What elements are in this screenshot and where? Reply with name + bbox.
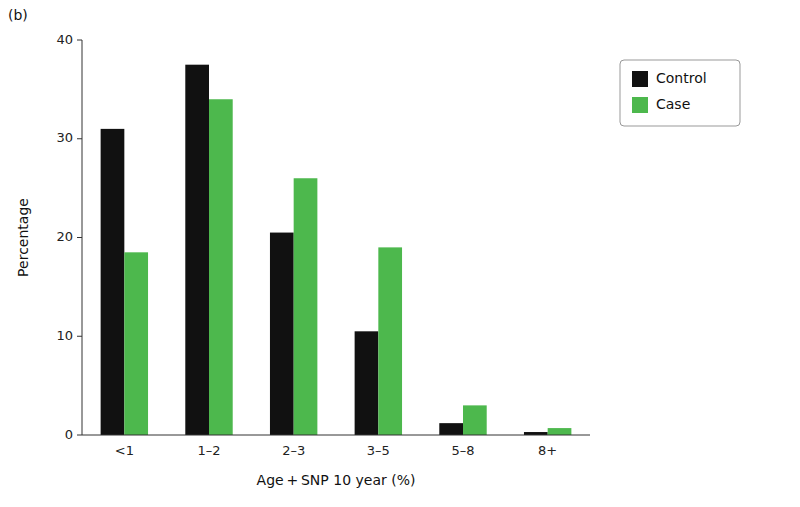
bars (101, 65, 572, 435)
bar (185, 65, 209, 435)
legend-swatch (632, 97, 648, 113)
bar (294, 178, 318, 435)
bar (355, 331, 379, 435)
figure-label: (b) (8, 7, 28, 23)
x-tick-label: 1–2 (197, 443, 220, 458)
x-tick-label: 2–3 (282, 443, 305, 458)
bar (270, 233, 294, 435)
y-tick (77, 336, 82, 337)
y-tick-label: 30 (56, 130, 73, 145)
bar (101, 129, 125, 435)
x-tick-label: 8+ (538, 443, 557, 458)
y-tick-label: 0 (65, 427, 73, 442)
y-tick-label: 10 (56, 328, 73, 343)
axes: 0 10 20 30 40 <1 1–2 2–3 3–5 5–8 8+ (56, 32, 590, 459)
legend-frame (620, 60, 740, 126)
x-tick-label: <1 (115, 443, 134, 458)
y-tick (77, 237, 82, 238)
legend-swatch (632, 71, 648, 87)
y-tick (77, 435, 82, 436)
bar (124, 252, 148, 435)
bar (378, 247, 402, 435)
y-axis-label: Percentage (15, 198, 31, 277)
bar (548, 428, 572, 435)
x-tick-label: 5–8 (451, 443, 474, 458)
bar (463, 405, 487, 435)
y-tick-label: 20 (56, 229, 73, 244)
y-tick (77, 40, 82, 41)
legend-label: Control (656, 70, 707, 86)
x-tick-label: 3–5 (367, 443, 390, 458)
bar (439, 423, 463, 435)
bar (209, 99, 233, 435)
chart: 0 10 20 30 40 <1 1–2 2–3 3–5 5–8 8+ Age + SNP 10 ye… (0, 0, 800, 507)
x-axis-label: Age + SNP 10 year (%) (257, 472, 416, 488)
chart-container: 0 10 20 30 40 <1 1–2 2–3 3–5 5–8 8+ Age + SNP 10 ye… (0, 0, 800, 507)
y-tick-label: 40 (56, 32, 73, 47)
x-axis-line (82, 435, 590, 436)
legend-label: Case (656, 96, 690, 112)
y-tick (77, 138, 82, 139)
legend: Control Case (620, 60, 740, 126)
